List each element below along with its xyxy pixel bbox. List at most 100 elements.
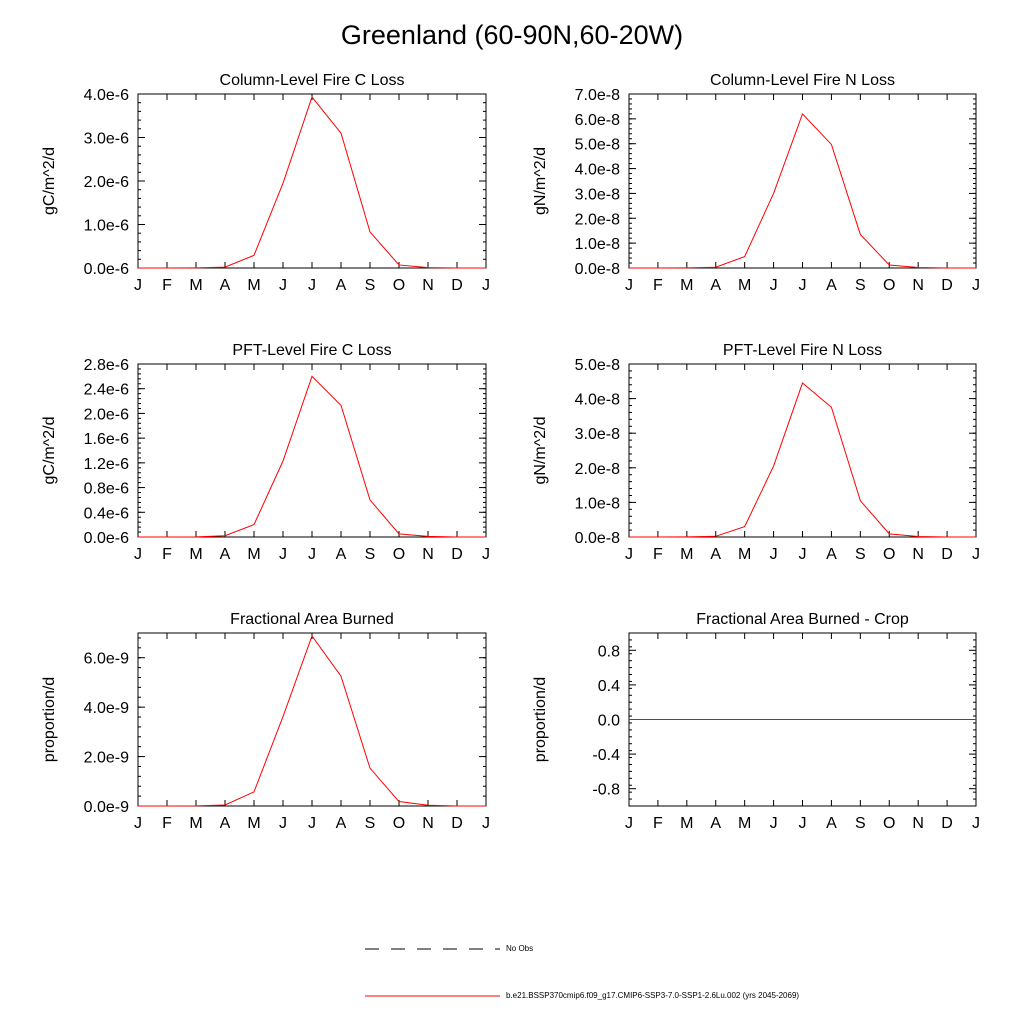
x-tick-label: O bbox=[393, 815, 405, 832]
y-tick-label: 0.0e-8 bbox=[575, 261, 620, 278]
x-tick-label: J bbox=[308, 815, 316, 832]
x-tick-label: A bbox=[710, 277, 721, 294]
y-tick-label: 0.0e-8 bbox=[575, 530, 620, 547]
x-tick-label: J bbox=[799, 815, 807, 832]
x-tick-label: O bbox=[393, 546, 405, 563]
y-tick-label: 2.4e-6 bbox=[84, 382, 129, 399]
x-tick-label: D bbox=[451, 546, 463, 563]
x-tick-label: M bbox=[680, 546, 693, 563]
x-tick-label: J bbox=[770, 277, 778, 294]
x-tick-label: D bbox=[451, 277, 463, 294]
y-tick-label: 4.0e-6 bbox=[84, 87, 129, 104]
x-tick-label: A bbox=[826, 815, 837, 832]
y-tick-label: -0.4 bbox=[592, 747, 620, 764]
y-tick-label: 3.0e-8 bbox=[575, 426, 620, 443]
x-tick-label: J bbox=[972, 815, 980, 832]
x-tick-label: J bbox=[770, 546, 778, 563]
y-tick-label: 2.0e-6 bbox=[84, 406, 129, 423]
x-tick-label: J bbox=[625, 815, 633, 832]
panel-title: Column-Level Fire C Loss bbox=[220, 72, 405, 89]
x-tick-label: N bbox=[912, 277, 924, 294]
x-tick-label: N bbox=[422, 815, 434, 832]
x-tick-label: J bbox=[972, 277, 980, 294]
x-tick-label: N bbox=[912, 815, 924, 832]
x-tick-label: J bbox=[799, 277, 807, 294]
y-tick-label: 1.0e-6 bbox=[84, 218, 129, 235]
y-tick-label: 6.0e-9 bbox=[84, 651, 129, 668]
x-tick-label: A bbox=[336, 277, 347, 294]
x-tick-label: D bbox=[941, 815, 953, 832]
x-tick-label: F bbox=[653, 546, 663, 563]
x-tick-label: S bbox=[855, 815, 866, 832]
x-tick-label: F bbox=[162, 277, 172, 294]
x-tick-label: F bbox=[653, 277, 663, 294]
y-tick-label: 4.0e-8 bbox=[575, 162, 620, 179]
y-tick-label: 5.0e-8 bbox=[575, 137, 620, 154]
y-tick-label: 4.0e-9 bbox=[84, 700, 129, 717]
x-tick-label: S bbox=[365, 815, 376, 832]
x-tick-label: J bbox=[134, 546, 142, 563]
y-tick-label: 1.2e-6 bbox=[84, 456, 129, 473]
x-tick-label: J bbox=[482, 815, 490, 832]
series-line-1 bbox=[629, 112, 976, 269]
x-tick-label: O bbox=[883, 815, 895, 832]
x-tick-label: J bbox=[279, 546, 287, 563]
x-tick-label: N bbox=[422, 277, 434, 294]
x-tick-label: M bbox=[738, 546, 751, 563]
x-tick-label: O bbox=[883, 546, 895, 563]
x-tick-label: S bbox=[855, 277, 866, 294]
series-line-1 bbox=[138, 96, 486, 269]
x-tick-label: J bbox=[770, 815, 778, 832]
x-tick-label: A bbox=[826, 277, 837, 294]
y-tick-label: 5.0e-8 bbox=[575, 357, 620, 374]
y-axis-label: gC/m^2/d bbox=[41, 417, 58, 485]
legend-model-label: b.e21.BSSP370cmip6.f09_g17.CMIP6-SSP3-7.… bbox=[506, 991, 800, 1000]
x-tick-label: N bbox=[912, 546, 924, 563]
y-axis-label: proportion/d bbox=[41, 677, 58, 762]
x-tick-label: S bbox=[365, 277, 376, 294]
x-tick-label: A bbox=[220, 546, 231, 563]
y-tick-label: 0.0e-6 bbox=[84, 261, 129, 278]
x-tick-label: S bbox=[365, 546, 376, 563]
y-tick-label: 7.0e-8 bbox=[575, 87, 620, 104]
y-tick-label: 0.4e-6 bbox=[84, 505, 129, 522]
x-tick-label: F bbox=[162, 546, 172, 563]
page-title: Greenland (60-90N,60-20W) bbox=[340, 20, 684, 50]
y-tick-label: 0.0 bbox=[598, 713, 620, 730]
x-tick-label: J bbox=[625, 277, 633, 294]
x-tick-label: A bbox=[826, 546, 837, 563]
y-tick-label: 2.8e-6 bbox=[84, 357, 129, 374]
x-tick-label: J bbox=[625, 546, 633, 563]
x-tick-label: A bbox=[220, 277, 231, 294]
x-tick-label: J bbox=[134, 815, 142, 832]
x-tick-label: M bbox=[189, 815, 202, 832]
y-axis-label: gN/m^2/d bbox=[532, 417, 549, 485]
y-tick-label: 3.0e-6 bbox=[84, 131, 129, 148]
panel-title: Column-Level Fire N Loss bbox=[710, 72, 895, 89]
x-tick-label: M bbox=[189, 546, 202, 563]
y-tick-label: -0.8 bbox=[592, 782, 620, 799]
x-tick-label: J bbox=[799, 546, 807, 563]
y-tick-label: 0.0e-9 bbox=[84, 799, 129, 816]
y-axis-label: gC/m^2/d bbox=[41, 147, 58, 215]
y-tick-label: 1.6e-6 bbox=[84, 431, 129, 448]
x-tick-label: J bbox=[279, 815, 287, 832]
x-tick-label: O bbox=[883, 277, 895, 294]
y-tick-label: 0.8e-6 bbox=[84, 481, 129, 498]
x-tick-label: S bbox=[855, 546, 866, 563]
x-tick-label: A bbox=[710, 815, 721, 832]
x-tick-label: F bbox=[653, 815, 663, 832]
x-tick-label: O bbox=[393, 277, 405, 294]
y-tick-label: 2.0e-9 bbox=[84, 750, 129, 767]
x-tick-label: M bbox=[680, 277, 693, 294]
x-tick-label: M bbox=[738, 815, 751, 832]
x-tick-label: D bbox=[941, 546, 953, 563]
series-line-1 bbox=[138, 634, 486, 807]
x-tick-label: J bbox=[308, 546, 316, 563]
